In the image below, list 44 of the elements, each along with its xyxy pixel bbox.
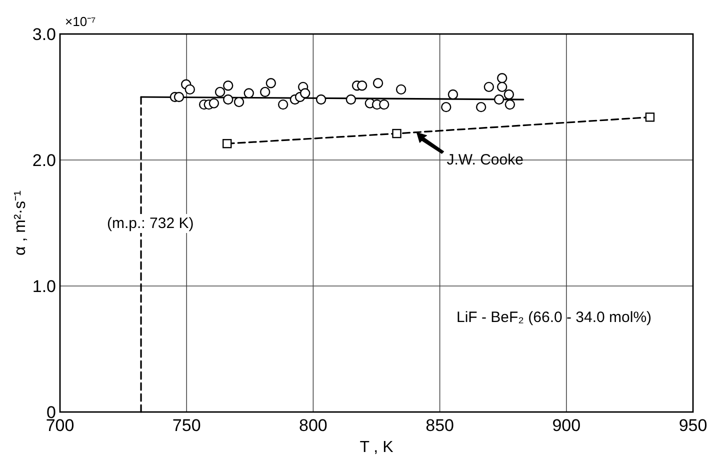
point — [496, 82, 508, 92]
point — [244, 88, 254, 98]
x-tick-label: 900 — [552, 416, 581, 435]
y-axis-title: α , m²·s⁻¹ — [12, 190, 29, 256]
point — [441, 102, 452, 112]
text: ×10⁻⁷ — [65, 14, 96, 29]
point — [300, 88, 310, 98]
annotation: LiF - BeF₂ (66.0 - 34.0 mol%) — [456, 309, 652, 326]
annotation: (m.p.: 732 K) — [107, 215, 194, 232]
x-tick-label: 800 — [299, 416, 328, 435]
point — [484, 82, 494, 92]
x-tick-label: 950 — [678, 416, 708, 435]
point — [494, 94, 504, 105]
point — [476, 102, 486, 112]
point — [504, 99, 516, 110]
point — [214, 86, 226, 98]
point — [448, 89, 458, 100]
point — [223, 94, 234, 105]
point — [174, 92, 184, 102]
point — [222, 139, 232, 148]
point — [316, 94, 326, 105]
y-tick-label: 3.0 — [32, 25, 56, 44]
point — [234, 96, 244, 108]
x-tick-label: 850 — [426, 416, 454, 435]
point — [278, 99, 288, 110]
point — [346, 94, 356, 105]
point — [260, 86, 270, 98]
y-tick-label: 1.0 — [32, 277, 56, 296]
point — [266, 78, 276, 88]
point — [223, 80, 234, 91]
y-tick-label: 2.0 — [32, 151, 56, 170]
point — [645, 112, 655, 122]
point — [184, 84, 195, 95]
point — [392, 128, 402, 138]
point — [208, 98, 220, 108]
point — [496, 73, 508, 84]
x-axis-title: T , K — [360, 439, 394, 456]
point — [504, 89, 514, 100]
point — [378, 99, 390, 110]
point — [396, 84, 406, 95]
x-tick-label: 750 — [172, 416, 201, 435]
point — [372, 78, 384, 88]
point — [356, 80, 368, 91]
series-label: J.W. Cooke — [446, 152, 524, 169]
